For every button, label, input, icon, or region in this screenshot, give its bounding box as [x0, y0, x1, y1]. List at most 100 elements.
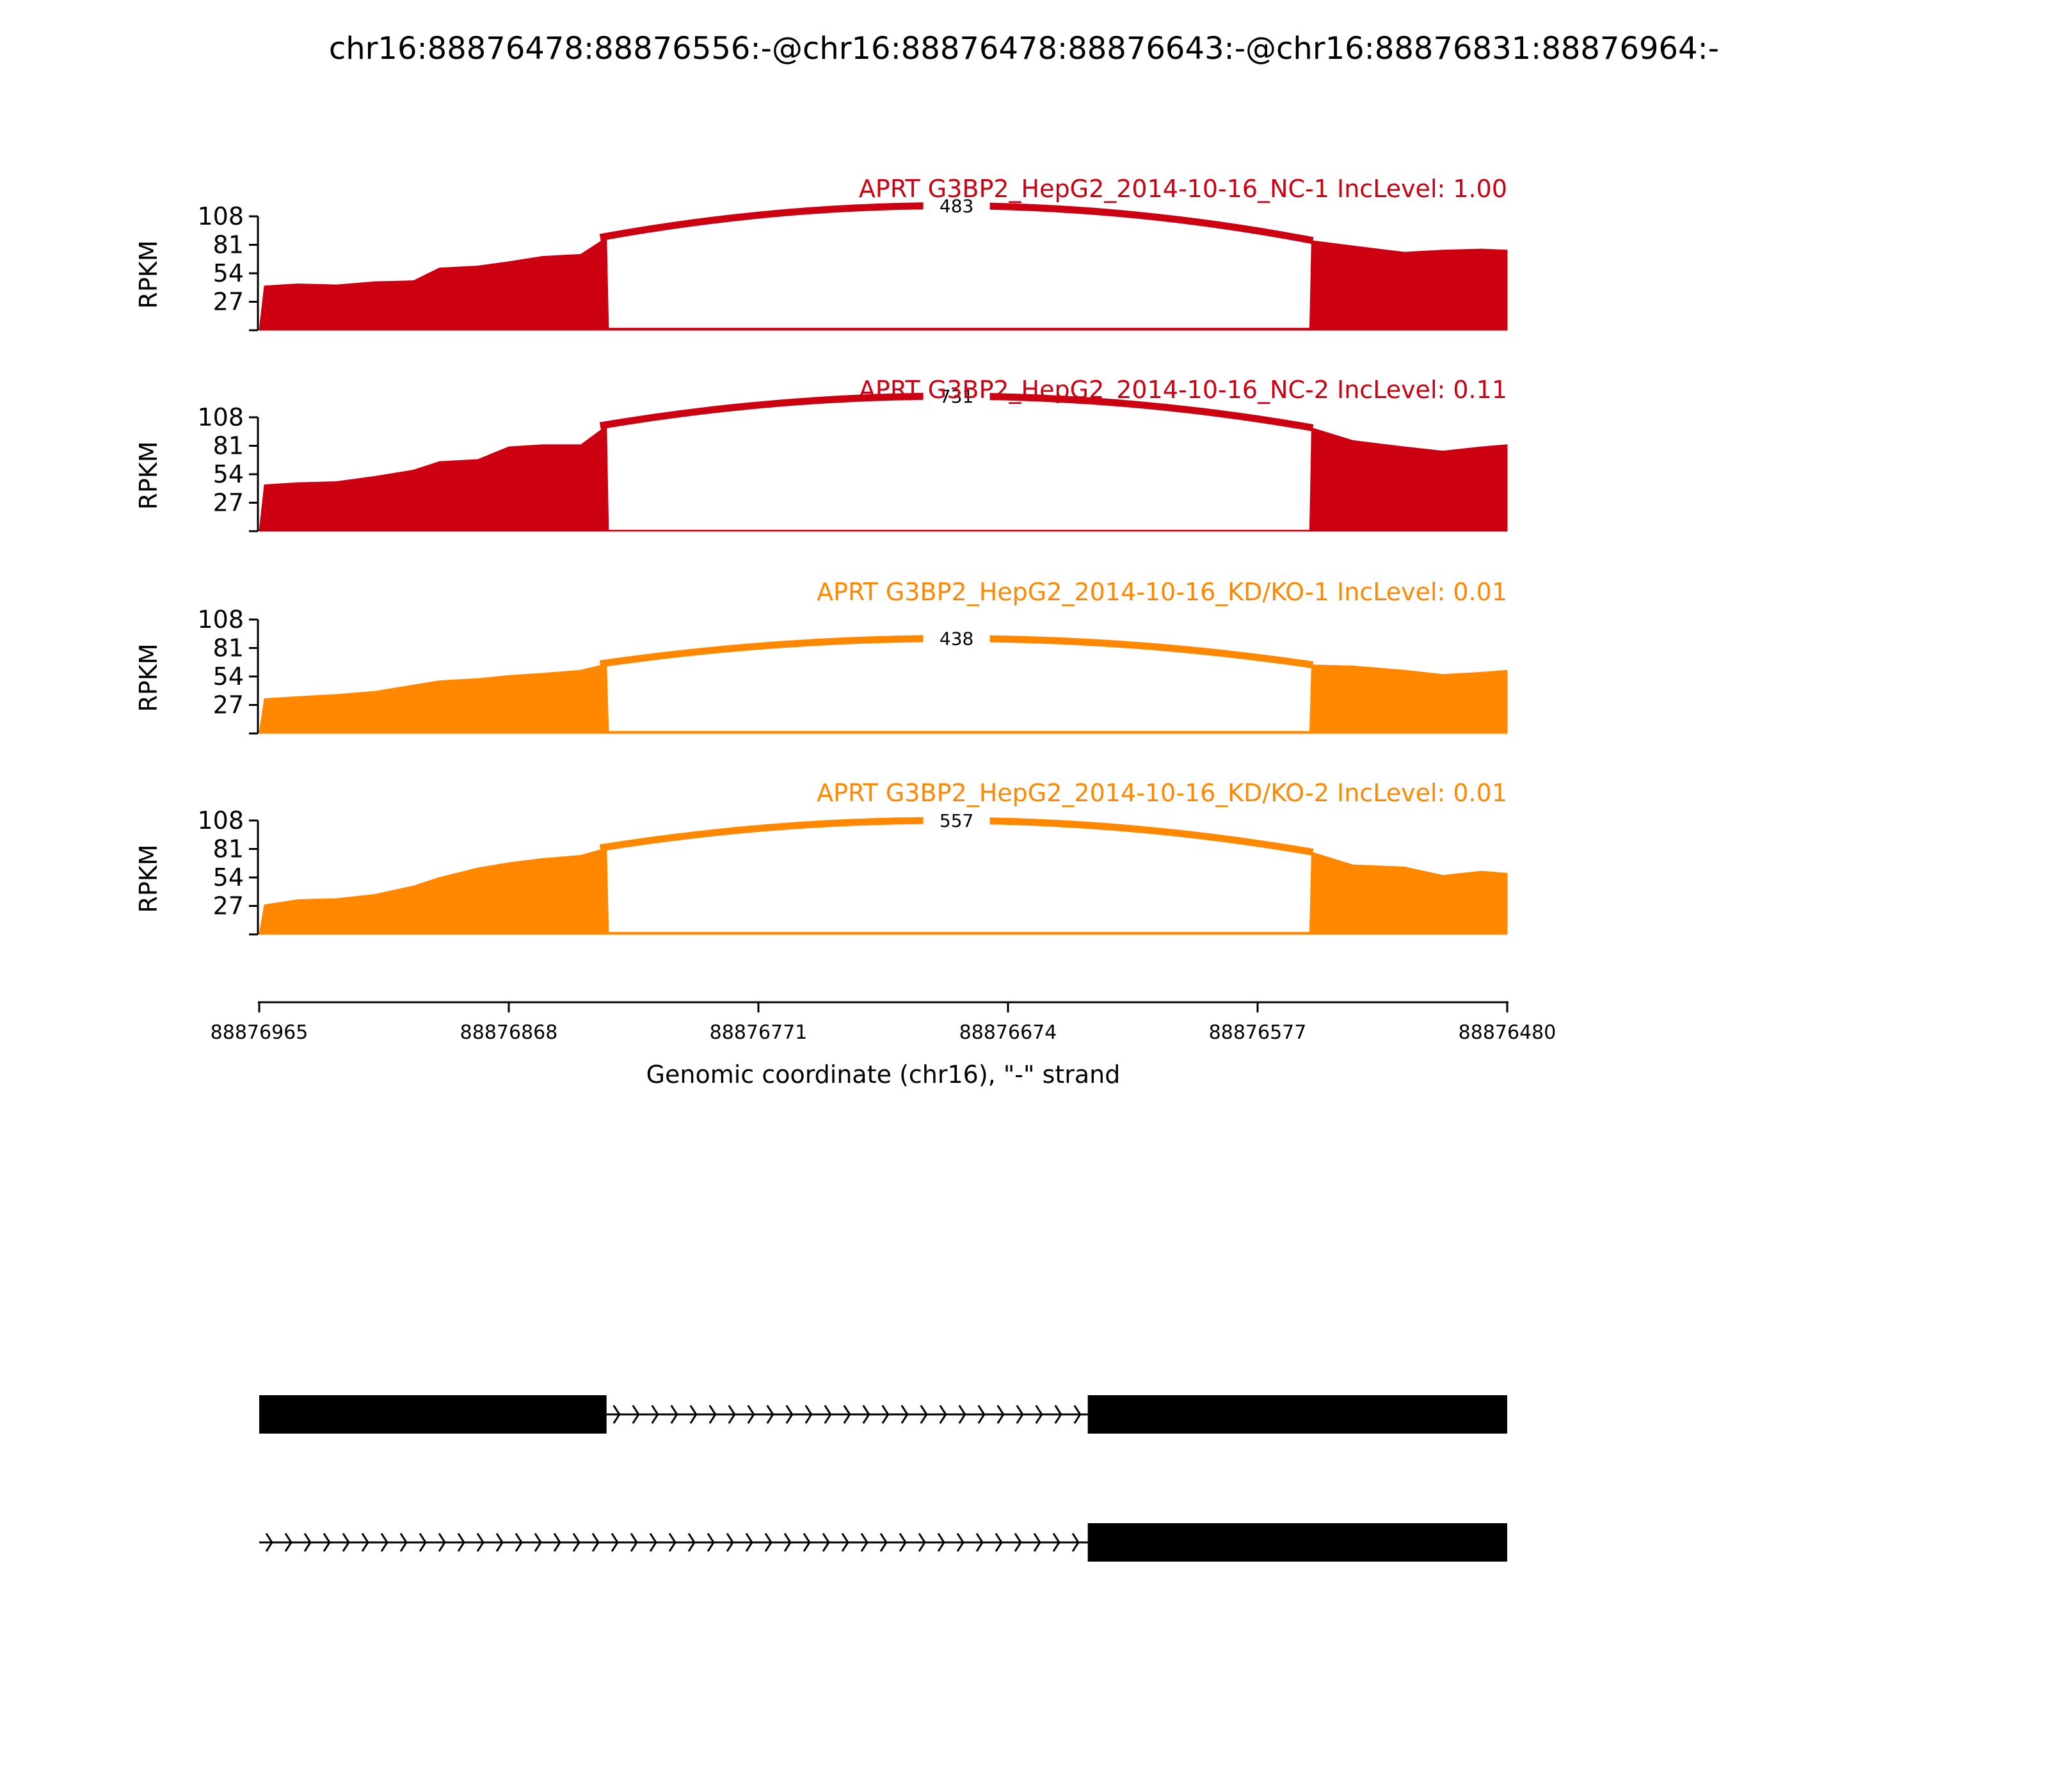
strand-arrow: [862, 1405, 870, 1424]
junction-label-bg: [923, 385, 990, 407]
strand-arrow: [265, 1533, 273, 1552]
track-label: APRT G3BP2_HepG2_2014-10-16_NC-1 IncLeve…: [859, 175, 1507, 203]
exon-block: [259, 1395, 607, 1434]
y-tick-label: 81: [213, 835, 244, 863]
strand-arrow: [977, 1405, 986, 1424]
track-label: APRT G3BP2_HepG2_2014-10-16_NC-2 IncLeve…: [859, 376, 1507, 404]
strand-arrow: [1052, 1533, 1060, 1552]
junction-label-bg: [923, 809, 990, 831]
y-axis-label: RPKM: [134, 844, 163, 913]
strand-arrow: [920, 1405, 928, 1424]
x-tick-label: 88876577: [1209, 1021, 1307, 1044]
strand-arrow: [612, 1405, 621, 1424]
strand-arrow: [632, 1405, 640, 1424]
strand-arrow: [745, 1533, 753, 1552]
coverage-area: [259, 847, 1508, 935]
strand-arrow: [438, 1533, 446, 1552]
strand-arrow: [1073, 1405, 1082, 1424]
strand-arrow: [975, 1533, 984, 1552]
y-tick-label: 108: [197, 202, 244, 230]
strand-arrow: [419, 1533, 427, 1552]
y-tick-label: 81: [213, 634, 244, 662]
y-tick-label: 108: [197, 403, 244, 431]
strand-arrow: [899, 1533, 907, 1552]
strand-arrow: [380, 1533, 388, 1552]
strand-arrow: [995, 1533, 1003, 1552]
strand-arrow: [707, 1533, 715, 1552]
strand-arrow: [342, 1533, 350, 1552]
y-tick-label: 27: [213, 892, 244, 920]
isoform-models: [259, 1395, 1507, 1562]
strand-arrow: [803, 1533, 811, 1552]
strand-arrow: [958, 1405, 966, 1424]
strand-arrow: [687, 1533, 696, 1552]
strand-arrow: [303, 1533, 312, 1552]
strand-arrow: [860, 1533, 868, 1552]
strand-arrow: [323, 1533, 331, 1552]
chart-title: chr16:88876478:88876556:-@chr16:88876478…: [329, 31, 1719, 67]
y-tick-label: 81: [213, 231, 244, 259]
strand-arrow: [1071, 1533, 1080, 1552]
strand-arrow: [824, 1405, 832, 1424]
track-panel-4: 557 APRT G3BP2_HepG2_2014-10-16_KD/KO-2 I…: [134, 779, 1508, 936]
strand-arrow: [747, 1405, 755, 1424]
strand-arrow: [591, 1533, 600, 1552]
strand-arrow: [651, 1405, 659, 1424]
y-tick-label: 27: [213, 288, 244, 316]
strand-arrow: [783, 1533, 792, 1552]
strand-arrow: [918, 1533, 926, 1552]
strand-arrow: [939, 1405, 947, 1424]
strand-arrow: [1035, 1405, 1043, 1424]
y-tick-label: 54: [213, 662, 244, 691]
y-tick-label: 81: [213, 432, 244, 460]
y-tick-label: 27: [213, 691, 244, 719]
x-tick-label: 88876674: [959, 1021, 1057, 1044]
strand-arrow: [1054, 1405, 1062, 1424]
strand-arrow: [766, 1405, 774, 1424]
x-tick-label: 88876480: [1459, 1021, 1556, 1044]
x-tick-label: 88876771: [710, 1021, 808, 1044]
strand-arrow: [515, 1533, 523, 1552]
x-axis-label: Genomic coordinate (chr16), "-" strand: [646, 1060, 1121, 1089]
strand-arrow: [611, 1533, 619, 1552]
strand-arrow: [956, 1533, 964, 1552]
y-tick-label: 54: [213, 863, 244, 892]
strand-arrow: [879, 1533, 888, 1552]
strand-arrow: [476, 1533, 484, 1552]
strand-arrow: [534, 1533, 542, 1552]
y-axis-label: RPKM: [134, 441, 163, 509]
y-axis-label: RPKM: [134, 240, 163, 308]
x-axis: 88876965 88876868 88876771 88876674 88876577…: [211, 1001, 1556, 1089]
isoform-1: [259, 1395, 1507, 1434]
strand-arrow: [495, 1533, 504, 1552]
junction-label-bg: [923, 194, 990, 216]
x-tick-label: 88876965: [211, 1021, 308, 1044]
junction-count: 438: [940, 628, 973, 650]
strand-arrow: [804, 1405, 813, 1424]
strand-arrow: [1033, 1533, 1041, 1552]
strand-arrow: [630, 1533, 638, 1552]
coverage-area: [259, 237, 1508, 331]
x-tick-label: 88876868: [460, 1021, 558, 1044]
strand-arrow: [457, 1533, 465, 1552]
strand-arrow: [843, 1405, 851, 1424]
junction-count: 483: [940, 196, 973, 217]
junction-count: 731: [940, 386, 973, 407]
strand-arrow: [361, 1533, 369, 1552]
track-panel-3: 438 APRT G3BP2_HepG2_2014-10-16_KD/KO-1 I…: [134, 578, 1508, 735]
exon-block: [1087, 1523, 1507, 1562]
y-tick-label: 27: [213, 489, 244, 517]
strand-arrow: [572, 1533, 580, 1552]
strand-arrow: [553, 1533, 561, 1552]
coverage-area: [259, 425, 1508, 532]
strand-arrow: [937, 1533, 945, 1552]
coverage-area: [259, 663, 1508, 734]
track-label: APRT G3BP2_HepG2_2014-10-16_KD/KO-2 IncL…: [817, 779, 1507, 807]
strand-arrow: [708, 1405, 717, 1424]
strand-arrow: [1014, 1533, 1022, 1552]
strand-arrow: [649, 1533, 657, 1552]
y-tick-label: 108: [197, 806, 244, 835]
